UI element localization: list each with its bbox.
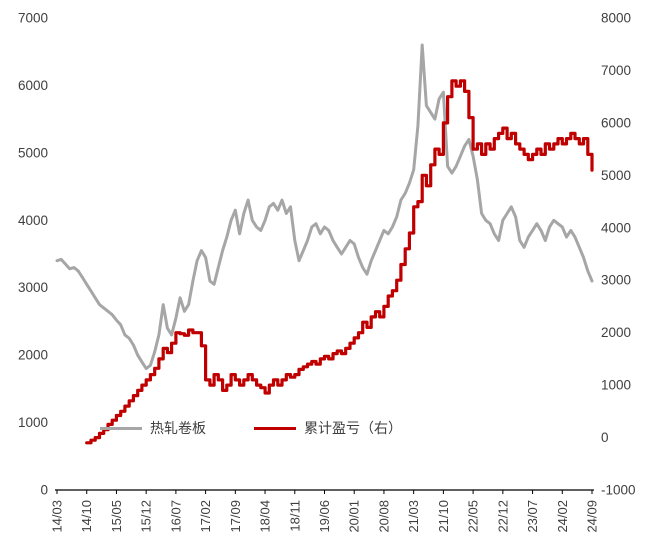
legend-label-hrc: 热轧卷板 [150,420,206,436]
x-axis-tick-label: 24/02 [555,500,570,533]
left-axis-tick-label: 1000 [18,415,48,430]
x-axis-tick-label: 15/12 [139,500,154,533]
x-axis-tick-label: 14/03 [50,500,65,533]
x-axis-tick-label: 22/12 [495,500,510,533]
x-axis-tick-label: 19/06 [317,500,332,533]
left-axis-tick-label: 4000 [18,213,48,228]
x-axis-tick-label: 14/10 [79,500,94,533]
right-axis-tick-label: 4000 [601,220,631,235]
right-axis-tick-label: 8000 [601,11,631,26]
x-axis-tick-label: 18/11 [287,500,302,532]
right-axis-tick-label: -1000 [601,483,636,498]
x-axis-tick-label: 22/05 [466,500,481,533]
legend-label-pnl: 累计盈亏（右） [304,420,402,436]
x-axis-tick-label: 20/08 [376,500,391,533]
x-axis-tick-label: 16/07 [168,500,183,533]
right-axis-tick-label: 5000 [601,168,631,183]
cumulative-pnl-line [85,79,594,445]
right-axis-tick-label: 6000 [601,115,631,130]
left-axis-tick-label: 6000 [18,78,48,93]
left-axis-tick-label: 2000 [18,348,48,363]
x-axis-tick-label: 21/03 [406,500,421,533]
x-axis-tick-label: 24/09 [585,500,600,533]
legend: 热轧卷板 累计盈亏（右） [100,418,402,438]
x-axis-tick-label: 17/09 [228,500,243,533]
right-axis-tick-label: 3000 [601,273,631,288]
legend-item-hrc: 热轧卷板 [100,418,206,438]
hrc-line-swatch [100,426,142,430]
x-axis-tick-label: 18/04 [258,500,273,533]
right-axis-tick-label: 1000 [601,378,631,393]
left-axis-tick-label: 0 [40,483,48,498]
x-axis-tick-label: 20/01 [347,500,362,533]
left-axis-tick-label: 3000 [18,280,48,295]
x-axis-tick-label: 23/07 [525,500,540,533]
right-axis-tick-label: 2000 [601,325,631,340]
pnl-line-swatch [254,426,296,430]
x-axis-tick-label: 21/10 [436,500,451,533]
x-axis-tick-label: 15/05 [109,500,124,533]
x-axis-tick-label: 17/02 [198,500,213,533]
left-axis-tick-label: 7000 [18,11,48,26]
legend-item-pnl: 累计盈亏（右） [254,418,402,438]
right-axis-tick-label: 0 [601,430,609,445]
left-axis-tick-label: 5000 [18,145,48,160]
right-axis-tick-label: 7000 [601,63,631,78]
hrc-price-line [55,43,594,371]
